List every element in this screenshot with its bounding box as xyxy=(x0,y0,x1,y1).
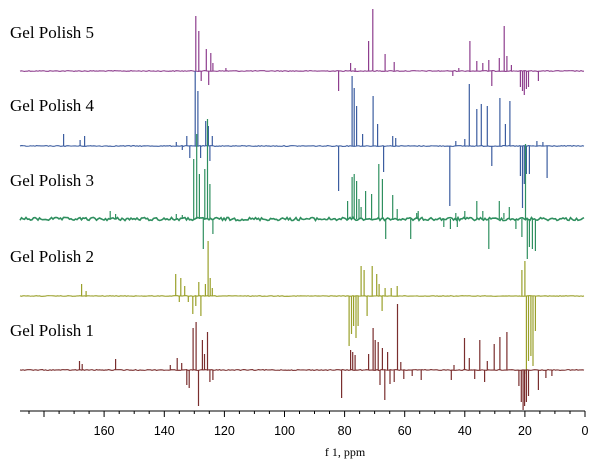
x-tick-label-120: 120 xyxy=(214,424,235,438)
spectrum-series-5 xyxy=(19,304,585,410)
x-tick-label-20: 20 xyxy=(518,424,532,438)
x-tick-label-60: 60 xyxy=(398,424,412,438)
series-label-1: Gel Polish 5 xyxy=(10,23,94,42)
series-label-4: Gel Polish 2 xyxy=(10,247,94,266)
baseline-series-1 xyxy=(19,70,585,72)
baseline-series-3 xyxy=(19,215,585,223)
baseline-series-5 xyxy=(19,369,585,371)
spectra-traces xyxy=(19,9,585,410)
spectrum-series-3 xyxy=(19,119,585,259)
x-axis: 160 140 120 100 80 60 40 20 0 xyxy=(20,410,589,438)
x-axis-title: f 1, ppm xyxy=(325,445,366,459)
x-tick-label-140: 140 xyxy=(154,424,175,438)
x-tick-label-80: 80 xyxy=(338,424,352,438)
series-label-5: Gel Polish 1 xyxy=(10,321,94,340)
spectrum-series-4 xyxy=(19,241,585,374)
series-label-3: Gel Polish 3 xyxy=(10,171,94,190)
baseline-series-4 xyxy=(19,295,585,297)
x-tick-label-100: 100 xyxy=(274,424,295,438)
x-tick-label-40: 40 xyxy=(458,424,472,438)
baseline-series-2 xyxy=(19,144,585,147)
spectrum-series-1 xyxy=(19,9,585,95)
series-labels: Gel Polish 5 Gel Polish 4 Gel Polish 3 Gel … xyxy=(10,23,95,340)
x-tick-label-160: 160 xyxy=(94,424,115,438)
series-label-2: Gel Polish 4 xyxy=(10,96,95,115)
spectrum-series-2 xyxy=(19,71,585,208)
x-tick-label-0: 0 xyxy=(582,424,589,438)
